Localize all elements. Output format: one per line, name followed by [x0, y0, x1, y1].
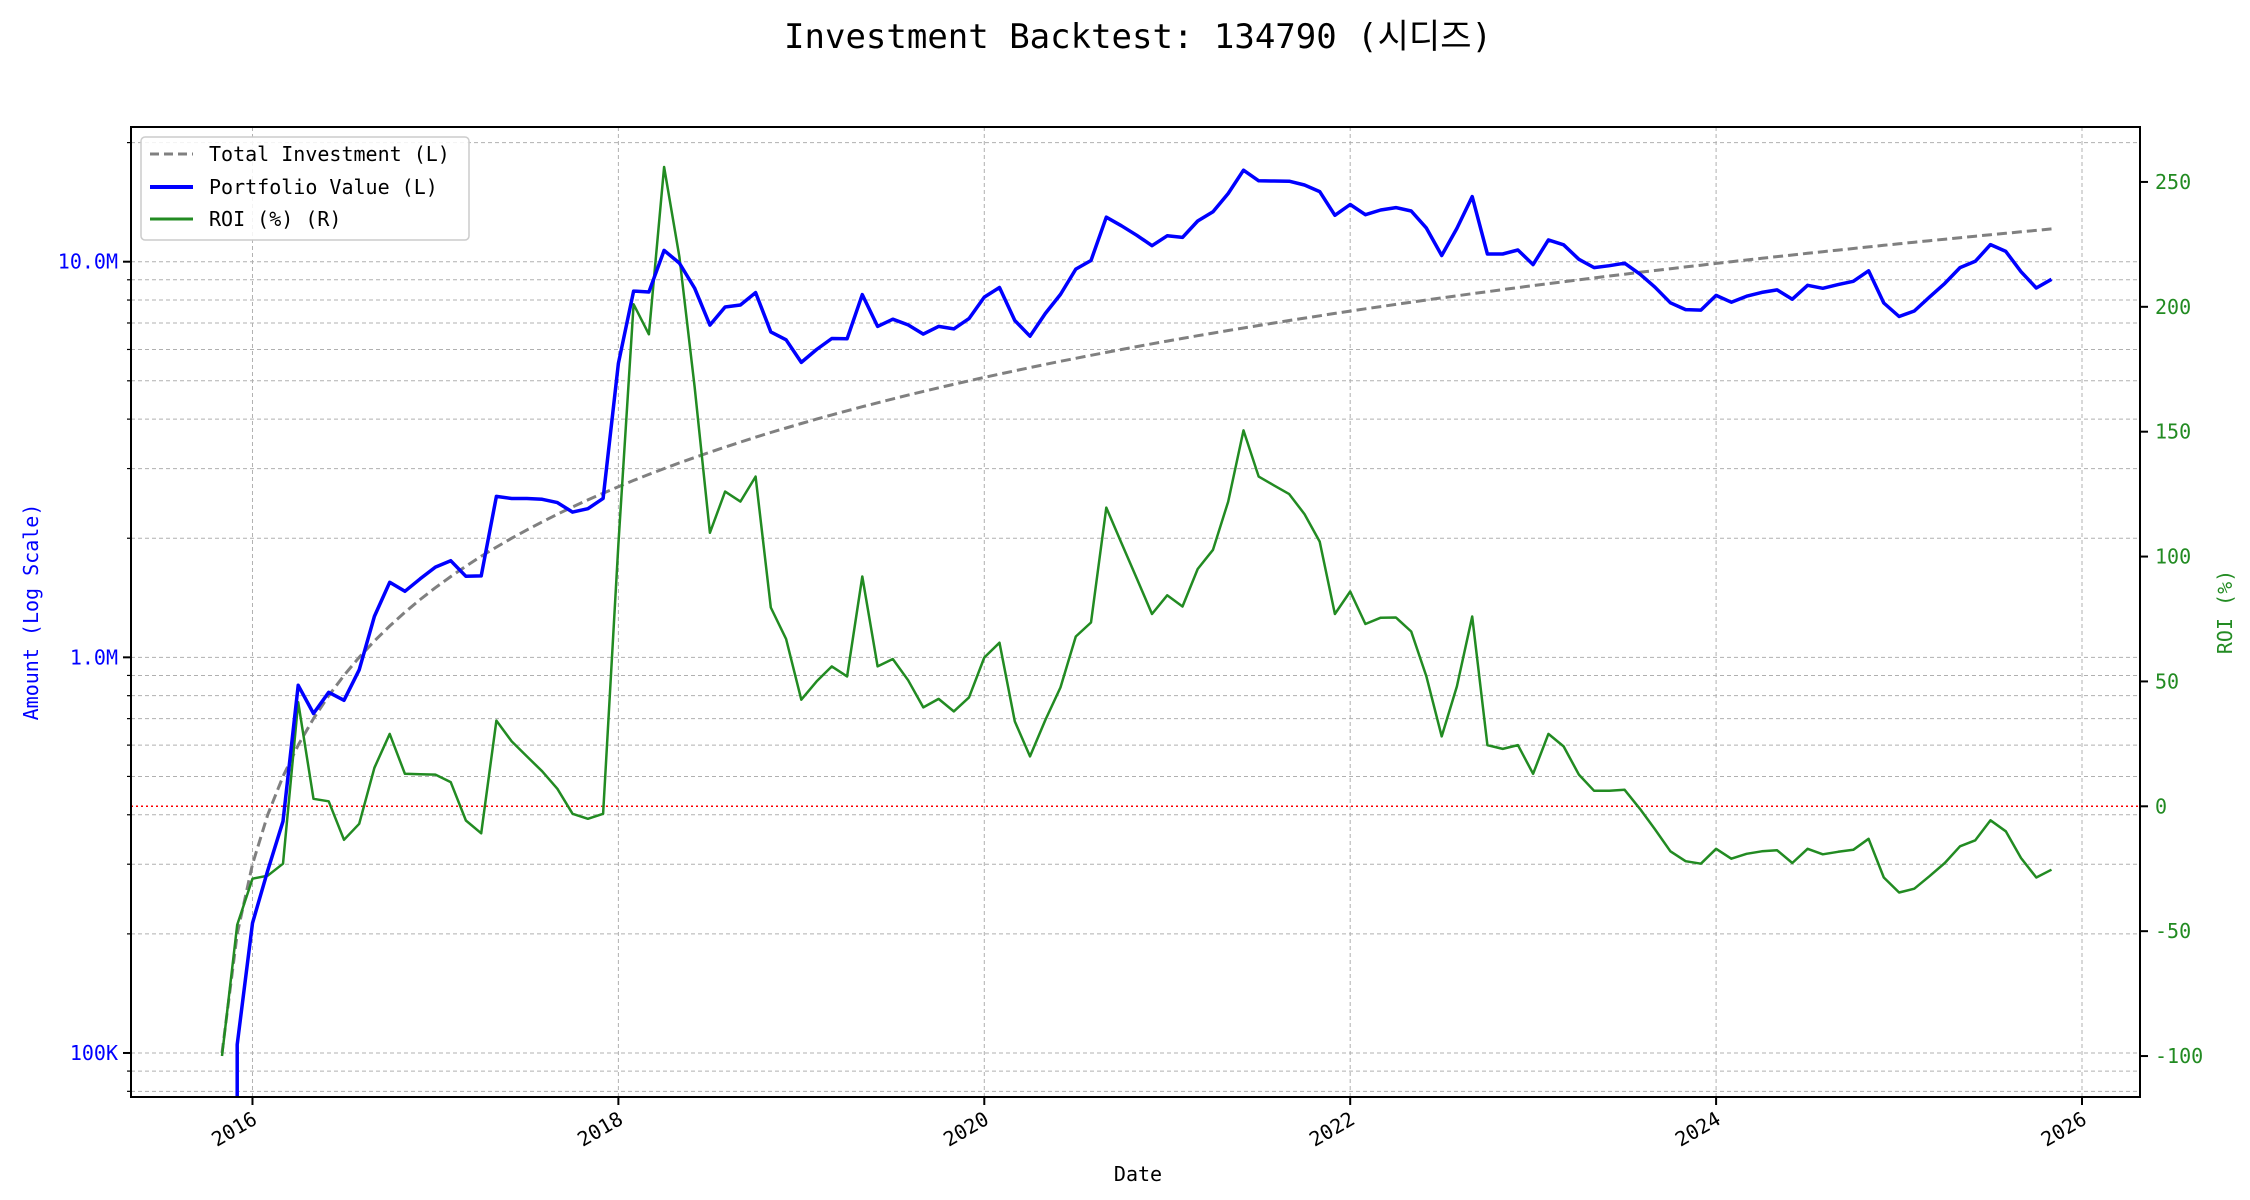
series-group — [220, 165, 2053, 1097]
x-tick-label: 2024 — [1671, 1107, 1725, 1152]
grid — [131, 127, 2140, 1097]
y-left-tick-label: 100K — [70, 1041, 118, 1065]
legend-label-roi: ROI (%) (R) — [209, 207, 341, 231]
total-investment-line — [220, 227, 2052, 1054]
y-right-tick-label: 150 — [2155, 420, 2191, 444]
y-axis-left-label: Amount (Log Scale) — [19, 504, 43, 721]
x-tick-label: 2020 — [939, 1107, 993, 1152]
x-axis-label: Date — [1114, 1162, 1162, 1186]
legend-box — [140, 136, 470, 241]
chart-title: Investment Backtest: 134790 (시디즈) — [784, 17, 1492, 57]
x-tick-label: 2016 — [207, 1107, 261, 1152]
y-left-tick-label: 1.0M — [70, 645, 118, 669]
legend-label-portfolio-value: Portfolio Value (L) — [209, 175, 438, 199]
y-axis-left: 100K 1.0M 10.0M — [58, 141, 131, 1092]
y-axis-right-label: ROI (%) — [2213, 570, 2237, 654]
y-right-tick-label: -50 — [2155, 919, 2191, 943]
legend-label-total-investment: Total Investment (L) — [209, 142, 450, 166]
legend: Total Investment (L) Portfolio Value (L)… — [140, 136, 470, 241]
y-right-tick-label: 250 — [2155, 170, 2191, 194]
y-right-tick-label: -100 — [2155, 1044, 2203, 1068]
x-tick-label: 2022 — [1305, 1107, 1359, 1152]
x-tick-label: 2018 — [573, 1107, 627, 1152]
plot-frame — [130, 126, 2141, 1098]
y-right-tick-label: 200 — [2155, 295, 2191, 319]
y-right-tick-label: 0 — [2155, 794, 2167, 818]
y-right-tick-label: 50 — [2155, 669, 2179, 693]
x-axis: 2016 2018 2020 2022 2024 2026 — [207, 1097, 2091, 1152]
y-right-tick-label: 100 — [2155, 545, 2191, 569]
roi-line — [220, 165, 2053, 1057]
y-left-tick-label: 10.0M — [58, 250, 118, 274]
portfolio-value-line — [235, 168, 2053, 1097]
x-tick-label: 2026 — [2037, 1107, 2091, 1152]
y-axis-right: -100 -50 0 50 100 150 200 250 — [2140, 170, 2203, 1068]
